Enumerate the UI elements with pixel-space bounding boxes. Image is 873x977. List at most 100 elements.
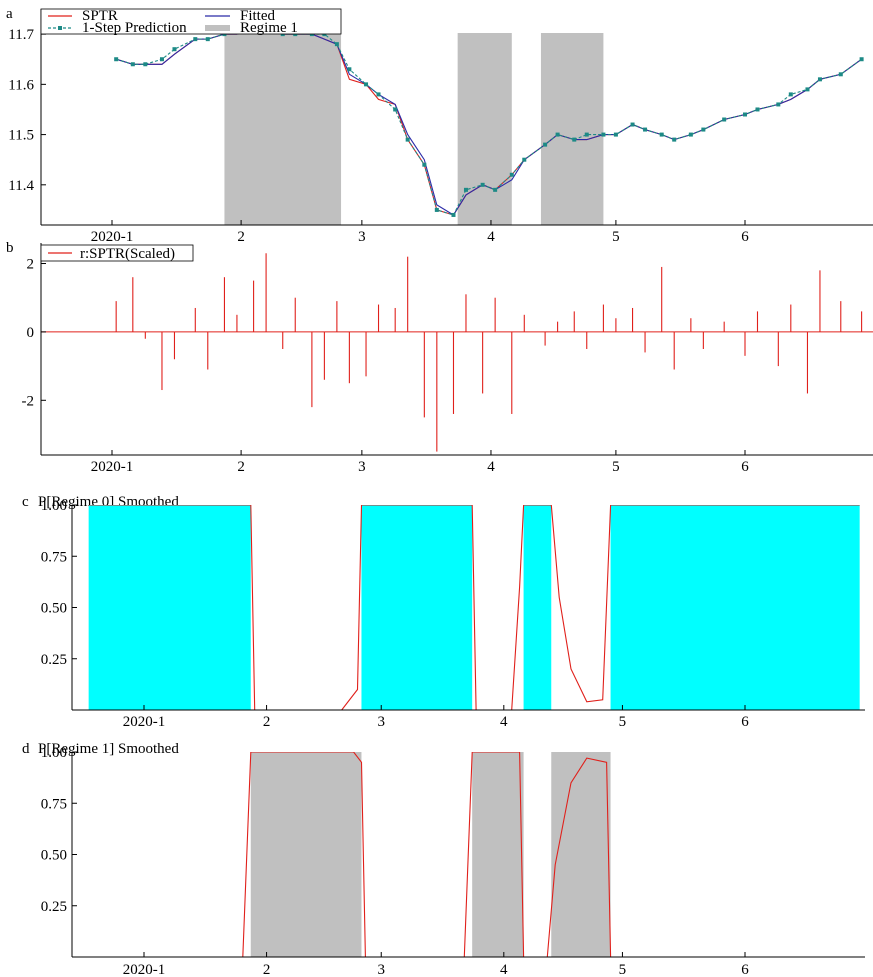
legend-label: Regime 1: [240, 20, 298, 36]
y-tick-label: 11.7: [8, 27, 34, 43]
prediction-marker: [755, 107, 760, 112]
regime-span: [224, 33, 342, 225]
regime-span: [88, 505, 251, 710]
x-tick-label: 5: [612, 229, 620, 245]
prediction-marker: [838, 72, 843, 77]
prediction-marker: [480, 182, 485, 187]
prediction-marker: [130, 62, 135, 67]
regime-span: [523, 505, 552, 710]
x-tick-label: 2: [263, 962, 271, 977]
y-tick-label: 0.50: [41, 848, 67, 864]
regime-span: [551, 752, 611, 957]
prediction-marker: [159, 57, 164, 62]
x-tick-label: 5: [612, 459, 620, 475]
x-tick-label: 5: [619, 962, 627, 977]
y-tick-label: 0.25: [41, 652, 67, 668]
prediction-marker: [193, 37, 198, 42]
panel-c: c P[Regime 0] Smoothed0.250.500.751.00202…: [22, 494, 865, 730]
prediction-marker: [613, 132, 618, 137]
y-tick-label: 0.25: [41, 899, 67, 915]
prediction-marker: [776, 102, 781, 107]
y-tick-label: 11.4: [8, 178, 34, 194]
panel-a: a 11.4 11.5 11.6 11.7 2020-1 2 3 4 5 6 SPTR Fitted 1-…: [6, 6, 873, 245]
prediction-marker: [643, 127, 648, 132]
panel-title: P[Regime 1] Smoothed: [38, 741, 179, 757]
prediction-marker: [205, 37, 210, 42]
x-tick-label: 6: [741, 459, 749, 475]
x-tick-label: 2020-1: [123, 714, 166, 730]
regime-span: [540, 33, 604, 225]
prediction-marker: [405, 137, 410, 142]
prediction-marker: [334, 42, 339, 47]
prediction-marker: [859, 57, 864, 62]
y-tick-label: 0: [27, 325, 35, 341]
panel-letter: c: [22, 494, 29, 510]
regime-span: [610, 505, 860, 710]
prediction-marker: [701, 127, 706, 132]
prediction-marker: [817, 77, 822, 82]
prediction-marker: [572, 137, 577, 142]
prediction-marker: [143, 62, 148, 67]
y-tick-label: 1.00: [41, 745, 67, 761]
legend: r:SPTR(Scaled): [40, 244, 194, 262]
prediction-marker: [376, 92, 381, 97]
regime-span: [361, 505, 473, 710]
x-tick-label: 6: [741, 714, 749, 730]
prediction-marker: [434, 207, 439, 212]
legend-box: [40, 244, 194, 262]
prediction-marker: [743, 112, 747, 117]
panel-letter: a: [6, 6, 13, 22]
prediction-marker: [688, 132, 693, 137]
panel-b: b -2 0 2 2020-1 2 3 4 5 6 r:SPTR(Scaled): [6, 240, 873, 475]
y-tick-label: 0.75: [41, 549, 67, 565]
y-tick-label: 0.50: [41, 601, 67, 617]
x-tick-label: 3: [358, 229, 366, 245]
legend-label: r:SPTR(Scaled): [80, 246, 175, 262]
x-tick-label: 2: [237, 459, 245, 475]
regime-span: [457, 33, 512, 225]
panel-letter: d: [22, 741, 30, 757]
legend-swatch: [205, 25, 230, 31]
x-tick-label: 4: [500, 714, 508, 730]
legend-box: [40, 8, 342, 35]
prediction-marker: [509, 172, 514, 177]
prediction-marker: [522, 157, 527, 162]
prediction-marker: [601, 132, 606, 137]
prediction-marker: [630, 122, 635, 127]
series-line: [88, 752, 860, 957]
prediction-marker: [393, 107, 398, 112]
prediction-marker: [584, 132, 589, 137]
x-tick-label: 6: [741, 962, 749, 977]
regime-span: [250, 752, 362, 957]
legend-label: Fitted: [240, 8, 276, 24]
prediction-marker: [672, 137, 677, 142]
x-tick-label: 6: [741, 229, 749, 245]
prediction-marker: [422, 162, 427, 167]
y-tick-label: -2: [22, 393, 35, 409]
x-tick-label: 2: [263, 714, 271, 730]
x-tick-label: 4: [487, 229, 495, 245]
prediction-marker: [451, 212, 456, 217]
y-tick-label: 1.00: [41, 498, 67, 514]
prediction-marker: [364, 82, 369, 87]
prediction-marker: [543, 142, 548, 147]
prediction-marker: [555, 132, 560, 137]
prediction-marker: [805, 87, 810, 92]
prediction-marker: [172, 47, 177, 52]
x-tick-label: 2020-1: [91, 229, 134, 245]
prediction-marker: [114, 57, 119, 62]
x-tick-label: 5: [619, 714, 627, 730]
regime-span: [472, 752, 524, 957]
panel-letter: b: [6, 240, 14, 256]
x-tick-label: 2020-1: [123, 962, 166, 977]
prediction-marker: [659, 132, 664, 137]
prediction-marker: [463, 187, 468, 192]
x-tick-label: 3: [377, 962, 385, 977]
y-tick-label: 11.5: [8, 128, 34, 144]
legend-label: SPTR: [82, 8, 118, 24]
legend-label: 1-Step Prediction: [82, 20, 187, 36]
x-tick-label: 4: [500, 962, 508, 977]
x-tick-label: 2: [237, 229, 245, 245]
prediction-marker: [788, 92, 793, 97]
